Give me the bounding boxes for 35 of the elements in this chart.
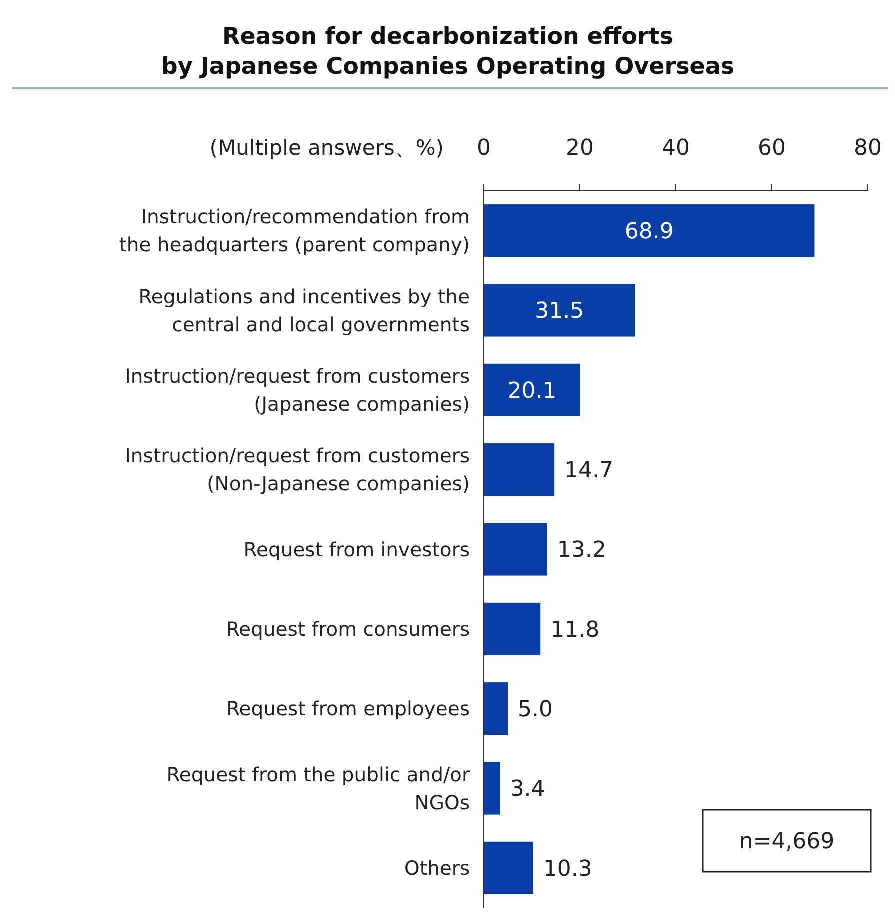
x-tick-label: 80 (854, 136, 882, 161)
bar (484, 682, 508, 736)
data-label: 3.4 (510, 777, 546, 802)
data-label: 20.1 (508, 378, 557, 404)
y-tick-label: Request from employees (226, 698, 470, 721)
data-label: 5.0 (518, 698, 553, 723)
bar (484, 284, 636, 337)
y-tick-label: Others (404, 856, 470, 880)
data-label: 13.2 (557, 538, 606, 564)
bar (484, 204, 815, 258)
x-tick-label: 40 (662, 136, 690, 161)
x-tick-label: 20 (566, 136, 594, 161)
data-label: 11.8 (550, 618, 600, 643)
chart-title: Reason for decarbonization efforts by Japanese Companies Operating Overseas (161, 24, 735, 80)
bar (484, 364, 580, 416)
data-label: 10.3 (543, 856, 592, 882)
bar (484, 444, 555, 496)
bar (484, 762, 500, 815)
data-label: 68.9 (624, 220, 674, 245)
x-tick-label: 0 (477, 136, 491, 161)
x-axis-title: (Multiple answers、%) (210, 136, 444, 160)
y-tick-label: Instruction/request from customers (Japanese companies) (125, 364, 470, 416)
bar (484, 602, 541, 656)
annotation: n=4,669 (739, 830, 835, 855)
y-tick-label: Request from consumers (226, 618, 470, 641)
bar (484, 523, 548, 576)
data-label: 14.7 (564, 458, 614, 484)
y-tick-label: Request from investors (244, 538, 470, 562)
y-tick-label: Instruction/recommendation from the headquarters (parent company) (119, 206, 470, 257)
y-tick-label: Regulations and incentives by the central and local governments (138, 285, 470, 336)
y-tick-label: Request from the public and/or NGOs (166, 763, 471, 814)
bar (484, 842, 534, 894)
y-tick-label: Instruction/request from customers (Non-Japanese companies) (125, 444, 470, 496)
x-tick-label: 60 (758, 136, 786, 161)
data-label: 31.5 (535, 299, 584, 324)
